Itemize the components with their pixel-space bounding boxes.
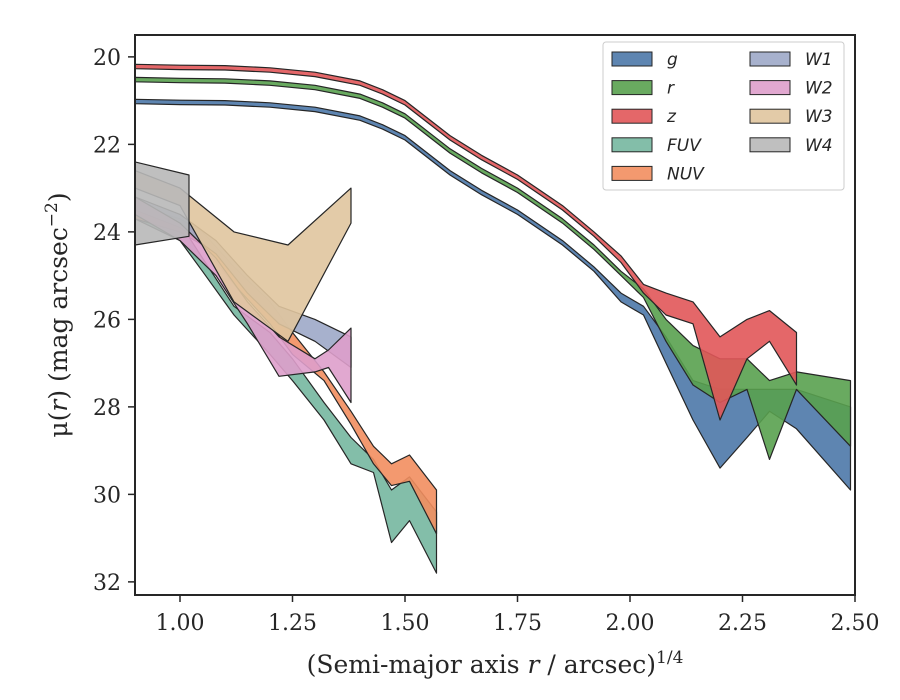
- band-r: [135, 76, 852, 460]
- band-g: [135, 98, 852, 491]
- x-tick-label: 1.00: [156, 611, 205, 636]
- legend-swatch: [611, 108, 653, 124]
- y-tick-label: 30: [93, 483, 121, 508]
- legend-label: W1: [805, 50, 833, 70]
- legend-swatch: [749, 108, 791, 124]
- x-tick-label: 2.25: [718, 611, 767, 636]
- y-tick-label: 20: [93, 46, 121, 71]
- series-bands: [135, 63, 852, 574]
- band-z: [135, 63, 798, 421]
- x-tick-label: 1.25: [268, 611, 317, 636]
- legend-item-w1: W1: [749, 50, 833, 70]
- legend-label: W4: [805, 136, 833, 156]
- legend-label: FUV: [667, 136, 702, 156]
- legend: grz FUV NUV W1 W2 W3 W4: [602, 41, 845, 191]
- legend-item-w4: W4: [749, 136, 833, 156]
- band-w4: [135, 161, 190, 246]
- legend-box: [602, 41, 845, 191]
- legend-swatch: [611, 165, 653, 181]
- legend-swatch: [611, 80, 653, 96]
- legend-item-g: g: [611, 50, 678, 70]
- legend-label: NUV: [667, 164, 705, 184]
- x-axis: 1.00 1.25 1.50 1.75 2.00 2.25 2.50: [156, 595, 880, 636]
- x-tick-label: 2.50: [831, 611, 880, 636]
- y-tick-label: 32: [93, 571, 121, 596]
- legend-swatch: [749, 80, 791, 96]
- legend-label: W3: [805, 107, 833, 127]
- legend-label: r: [667, 79, 675, 99]
- legend-swatch: [611, 51, 653, 67]
- legend-item-w3: W3: [749, 107, 833, 127]
- y-tick-label: 22: [93, 133, 121, 158]
- legend-label: W2: [805, 79, 833, 99]
- y-axis-label: μ(r) (mag arcsec−2): [42, 192, 73, 437]
- legend-item-r: r: [611, 79, 675, 99]
- x-tick-label: 1.75: [493, 611, 542, 636]
- legend-label: z: [666, 107, 677, 127]
- legend-label: g: [667, 50, 678, 70]
- y-tick-label: 28: [93, 396, 121, 421]
- x-tick-label: 1.50: [381, 611, 430, 636]
- y-tick-label: 24: [93, 221, 121, 246]
- legend-item-z: z: [611, 107, 677, 127]
- y-tick-label: 26: [93, 308, 121, 333]
- legend-swatch: [611, 137, 653, 153]
- legend-swatch: [749, 51, 791, 67]
- legend-item-nuv: NUV: [611, 164, 705, 184]
- legend-item-fuv: FUV: [611, 136, 702, 156]
- x-axis-label: (Semi-major axis r / arcsec)1/4: [307, 648, 684, 679]
- y-axis: 20 22 24 26 28 30 32: [93, 46, 135, 596]
- plot-frame: [134, 34, 856, 596]
- x-tick-label: 2.00: [606, 611, 655, 636]
- legend-swatch: [749, 137, 791, 153]
- legend-item-w2: W2: [749, 79, 833, 99]
